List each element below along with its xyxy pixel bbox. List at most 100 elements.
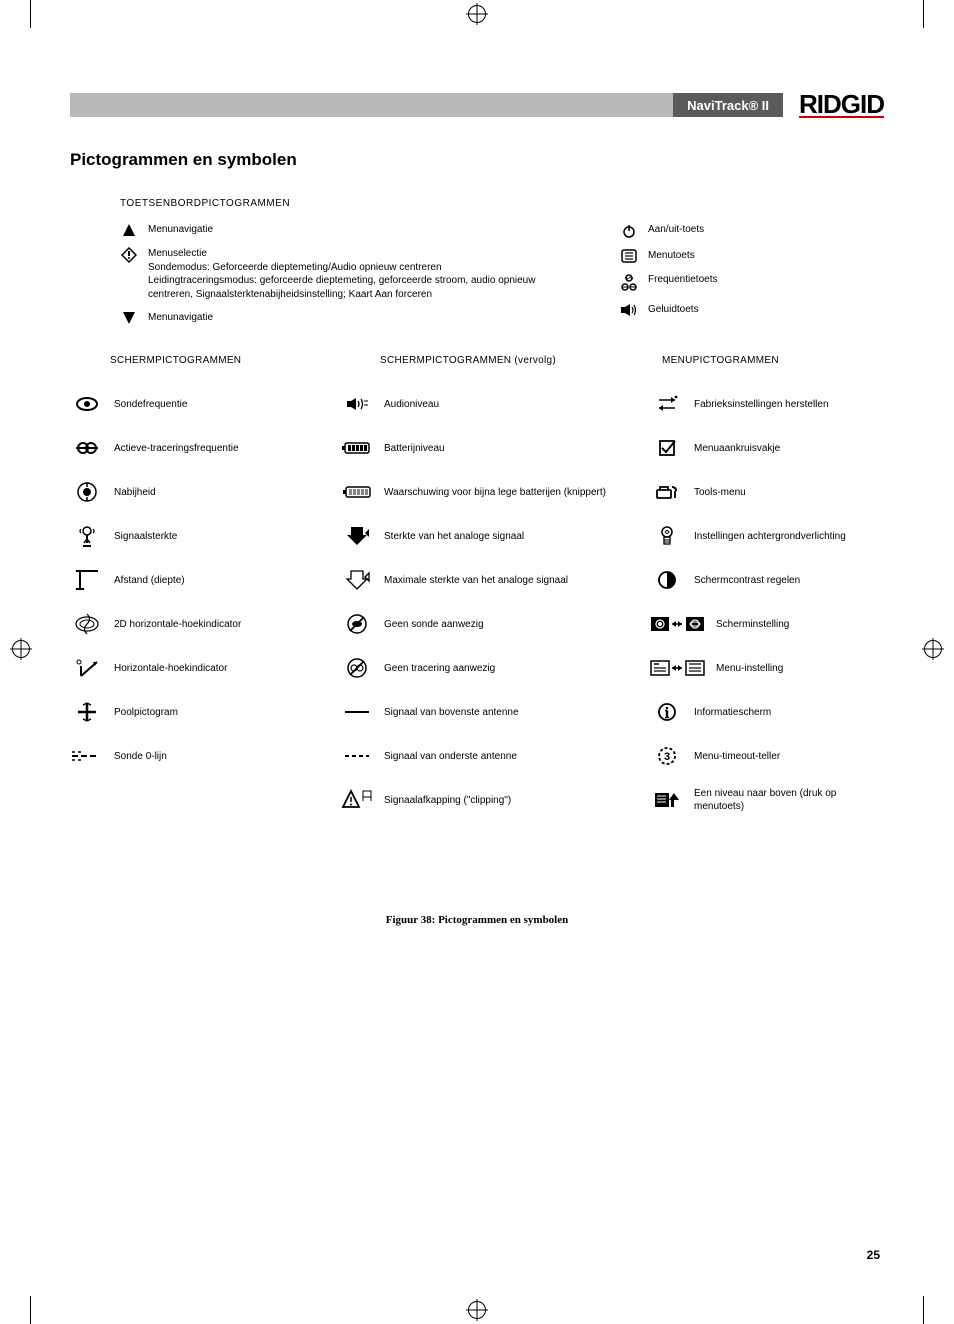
- power-icon: [620, 223, 638, 239]
- icon-row: Signaalafkapping ("clipping"): [340, 780, 640, 820]
- sound-icon: [620, 303, 638, 317]
- icon-row: Menu-instelling: [650, 648, 860, 688]
- icon-label: Scherminstelling: [716, 618, 860, 631]
- icon-label: 2D horizontale-hoekindicator: [114, 618, 330, 631]
- keypad-label: Menuselectie: [148, 247, 578, 261]
- icon-row: Waarschuwing voor bijna lege batterijen …: [340, 472, 640, 512]
- icon-row: Instellingen achtergrondverlichting: [650, 516, 860, 556]
- icon-row: Nabijheid: [70, 472, 330, 512]
- menu-icon: [620, 249, 638, 263]
- page-number: 25: [867, 1248, 880, 1262]
- level-up-icon: [650, 791, 684, 809]
- icon-label: Informatiescherm: [694, 706, 860, 719]
- col-heading: SCHERMPICTOGRAMMEN: [110, 355, 330, 366]
- screen-icons-col-2: SCHERMPICTOGRAMMEN (vervolg) Audioniveau…: [340, 355, 640, 824]
- icon-row: Signaal van bovenste antenne: [340, 692, 640, 732]
- menu-setting-icon: [650, 659, 706, 677]
- icon-row: Signaalsterkte: [70, 516, 330, 556]
- keypad-item: Menunavigatie: [120, 223, 580, 237]
- icon-label: Afstand (diepte): [114, 574, 330, 587]
- keypad-item: Menunavigatie: [120, 311, 580, 325]
- registration-mark: [468, 1301, 486, 1319]
- audio-level-icon: [340, 396, 374, 412]
- backlight-icon: [650, 524, 684, 548]
- no-sonde-icon: [340, 613, 374, 635]
- pole-icon: [70, 701, 104, 723]
- icon-row: Sonde 0-lijn: [70, 736, 330, 776]
- keypad-label: Menutoets: [648, 249, 695, 263]
- icon-label: Nabijheid: [114, 486, 330, 499]
- keypad-item: Geluidtoets: [620, 303, 800, 317]
- keypad-label: Frequentietoets: [648, 273, 718, 287]
- icon-row: Fabrieksinstellingen herstellen: [650, 384, 860, 424]
- icon-label: Fabrieksinstellingen herstellen: [694, 398, 860, 411]
- page-content: NaviTrack® II RIDGID Pictogrammen en sym…: [70, 50, 884, 1274]
- tools-icon: [650, 482, 684, 502]
- registration-mark: [468, 5, 486, 23]
- angle-indicator-icon: [70, 658, 104, 678]
- icon-row: Informatiescherm: [650, 692, 860, 732]
- keypad-item: Aan/uit-toets: [620, 223, 800, 239]
- icon-label: Menu-instelling: [716, 662, 860, 675]
- timeout-icon: 3: [650, 746, 684, 766]
- icon-label: Een niveau naar boven (druk op menutoets…: [694, 787, 860, 813]
- 2d-angle-icon: [70, 611, 104, 637]
- product-name: NaviTrack® II: [673, 93, 783, 117]
- header-bar: NaviTrack® II RIDGID: [70, 90, 884, 120]
- icon-row: Afstand (diepte): [70, 560, 330, 600]
- icon-label: Geen sonde aanwezig: [384, 618, 640, 631]
- icon-row: Tools-menu: [650, 472, 860, 512]
- max-analog-icon: [340, 569, 374, 591]
- sonde-freq-icon: [70, 396, 104, 412]
- icon-label: Signaalsterkte: [114, 530, 330, 543]
- registration-mark: [924, 640, 942, 658]
- icon-row: 3 Menu-timeout-teller: [650, 736, 860, 776]
- icon-label: Signaal van onderste antenne: [384, 750, 640, 763]
- icon-label: Waarschuwing voor bijna lege batterijen …: [384, 486, 640, 499]
- icon-label: Actieve-traceringsfrequentie: [114, 442, 330, 455]
- registration-mark: [12, 640, 30, 658]
- keypad-item: Menuselectie Sondemodus: Geforceerde die…: [120, 247, 580, 301]
- icon-row: Sterkte van het analoge signaal: [340, 516, 640, 556]
- up-arrow-icon: [120, 223, 138, 237]
- col-heading: MENUPICTOGRAMMEN: [662, 355, 860, 366]
- crop-mark: [923, 0, 924, 28]
- icon-label: Instellingen achtergrondverlichting: [694, 530, 860, 543]
- col-heading: SCHERMPICTOGRAMMEN (vervolg): [380, 355, 640, 366]
- frequency-icon: [620, 273, 638, 293]
- keypad-section: TOETSENBORDPICTOGRAMMEN Menunavigatie Me…: [120, 198, 884, 325]
- zero-line-icon: [70, 750, 104, 762]
- icon-label: Horizontale-hoekindicator: [114, 662, 330, 675]
- upper-antenna-icon: [340, 708, 374, 716]
- icon-label: Maximale sterkte van het analoge signaal: [384, 574, 640, 587]
- signal-strength-icon: [70, 525, 104, 547]
- menu-icons-col: MENUPICTOGRAMMEN Fabrieksinstellingen he…: [650, 355, 860, 824]
- icon-row: 2D horizontale-hoekindicator: [70, 604, 330, 644]
- icon-label: Sonde 0-lijn: [114, 750, 330, 763]
- select-diamond-icon: [120, 247, 138, 263]
- icon-label: Menu-timeout-teller: [694, 750, 860, 763]
- icon-label: Sterkte van het analoge signaal: [384, 530, 640, 543]
- low-battery-icon: [340, 484, 374, 500]
- icon-label: Poolpictogram: [114, 706, 330, 719]
- icon-row: Geen tracering aanwezig: [340, 648, 640, 688]
- icon-label: Menuaankruisvakje: [694, 442, 860, 455]
- no-trace-icon: [340, 657, 374, 679]
- icon-row: Geen sonde aanwezig: [340, 604, 640, 644]
- icon-row: Signaal van onderste antenne: [340, 736, 640, 776]
- icon-label: Signaal van bovenste antenne: [384, 706, 640, 719]
- info-icon: [650, 702, 684, 722]
- factory-reset-icon: [650, 394, 684, 414]
- icon-label: Signaalafkapping ("clipping"): [384, 794, 640, 807]
- product-label: NaviTrack® II: [687, 98, 769, 113]
- down-arrow-icon: [120, 311, 138, 325]
- brand-logo: RIDGID: [799, 92, 884, 119]
- keypad-item: Menutoets: [620, 249, 800, 263]
- crop-mark: [30, 1296, 31, 1324]
- figure-caption: Figuur 38: Pictogrammen en symbolen: [70, 914, 884, 926]
- tracing-freq-icon: [70, 440, 104, 456]
- icon-row: Sondefrequentie: [70, 384, 330, 424]
- battery-icon: [340, 441, 374, 455]
- keypad-label: Menunavigatie: [148, 223, 213, 237]
- crop-mark: [30, 0, 31, 28]
